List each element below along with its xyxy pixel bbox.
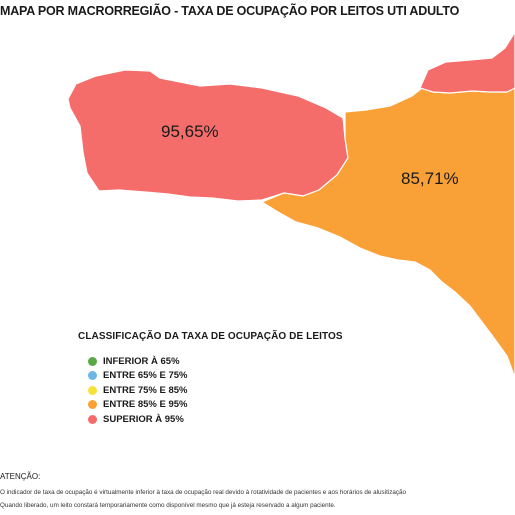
- attention-notes: ATENÇÃO: O indicador de taxa de ocupação…: [0, 472, 515, 509]
- notes-line: O indicador de taxa de ocupação é virtua…: [0, 489, 407, 496]
- legend-item-label: ENTRE 75% E 85%: [103, 384, 188, 396]
- page-title: MAPA POR MACRORREGIÃO - TAXA DE OCUPAÇÃO…: [0, 4, 460, 18]
- blue-dot-icon: [88, 371, 97, 381]
- legend-item-75-85: ENTRE 75% E 85%: [88, 383, 343, 398]
- yellow-dot-icon: [88, 385, 97, 395]
- region-label-west: 95,65%: [161, 122, 219, 141]
- map-region-northeast[interactable]: [419, 30, 515, 94]
- legend-item-superior-95: SUPERIOR À 95%: [88, 412, 343, 427]
- legend-item-label: SUPERIOR À 95%: [103, 413, 184, 425]
- green-dot-icon: [88, 356, 97, 366]
- legend-item-65-75: ENTRE 65% E 75%: [88, 369, 343, 384]
- legend-item-85-95: ENTRE 85% E 95%: [88, 398, 343, 413]
- region-label-central: 85,71%: [401, 169, 459, 188]
- orange-dot-icon: [88, 400, 97, 410]
- legend-title: CLASSIFICAÇÃO DA TAXA DE OCUPAÇÃO DE LEI…: [78, 331, 343, 342]
- notes-line: Quando liberado, um leito constará tempo…: [0, 502, 336, 509]
- red-dot-icon: [88, 414, 97, 424]
- legend: CLASSIFICAÇÃO DA TAXA DE OCUPAÇÃO DE LEI…: [78, 331, 343, 427]
- legend-item-inferior-65: INFERIOR À 65%: [88, 354, 343, 369]
- legend-item-label: ENTRE 65% E 75%: [103, 370, 188, 382]
- notes-heading: ATENÇÃO:: [0, 472, 41, 481]
- legend-item-label: ENTRE 85% E 95%: [103, 399, 188, 411]
- legend-item-label: INFERIOR À 65%: [103, 355, 180, 367]
